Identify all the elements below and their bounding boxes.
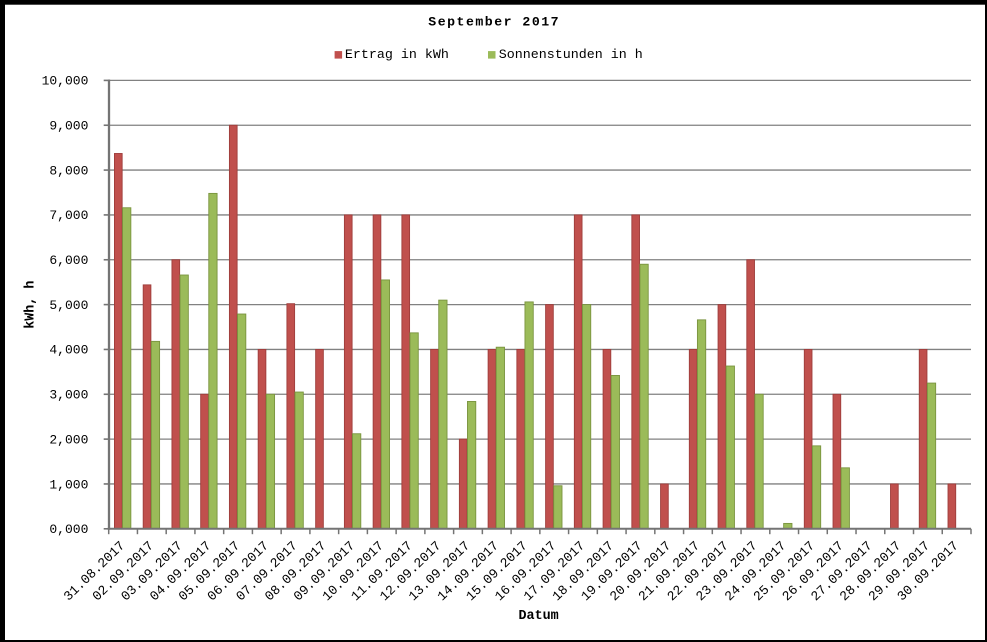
- svg-text:8,000: 8,000: [49, 163, 88, 178]
- svg-text:Datum: Datum: [519, 609, 559, 624]
- svg-text:1,000: 1,000: [49, 477, 88, 492]
- svg-text:7,000: 7,000: [49, 208, 88, 223]
- svg-text:10,000: 10,000: [42, 74, 89, 89]
- svg-text:0,000: 0,000: [49, 522, 88, 537]
- svg-text:9,000: 9,000: [49, 119, 88, 134]
- svg-text:Ertrag in kWh: Ertrag in kWh: [345, 48, 449, 63]
- svg-text:Sonnenstunden in h: Sonnenstunden in h: [499, 48, 643, 63]
- svg-text:2,000: 2,000: [49, 432, 88, 447]
- svg-text:3,000: 3,000: [49, 388, 88, 403]
- svg-text:6,000: 6,000: [49, 253, 88, 268]
- svg-text:September 2017: September 2017: [428, 15, 560, 30]
- svg-text:kWh, h: kWh, h: [24, 281, 39, 329]
- svg-text:4,000: 4,000: [49, 343, 88, 358]
- svg-text:5,000: 5,000: [49, 298, 88, 313]
